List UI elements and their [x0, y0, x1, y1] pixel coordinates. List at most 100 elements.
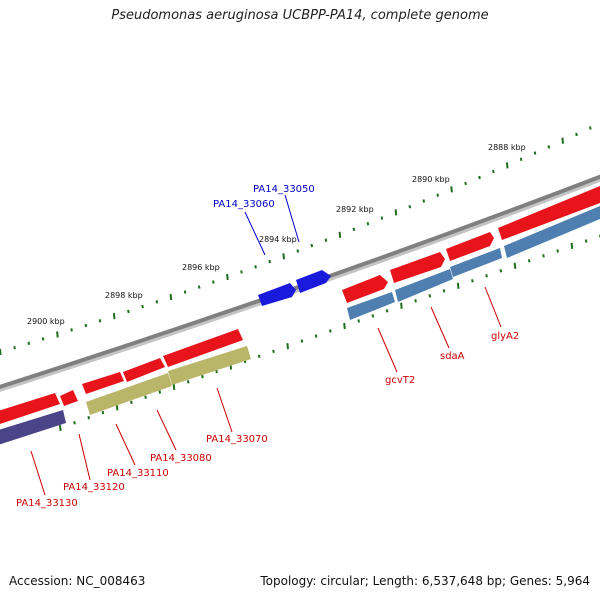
inner-tick: [286, 343, 289, 350]
outer-tick: [282, 253, 285, 260]
inner-ruler-ticks: [59, 234, 600, 432]
label-PA14_33130[interactable]: PA14_33130: [16, 498, 78, 509]
inner-tick: [442, 289, 446, 293]
outer-tick: [254, 265, 257, 269]
gene-PA14_33060[interactable]: [258, 283, 296, 306]
inner-tick: [343, 322, 346, 330]
outer-tick: [589, 126, 592, 130]
inner-tick: [101, 410, 105, 415]
outer-tick: [155, 300, 159, 304]
inner-tick: [357, 319, 360, 323]
label-sdaA[interactable]: sdaA: [440, 351, 465, 362]
gene-PA14_33080[interactable]: [123, 358, 165, 382]
inner-tick: [371, 314, 375, 318]
inner-tick: [584, 239, 588, 243]
inner-tick: [87, 416, 90, 420]
leader-PA14_33120: [78, 433, 91, 481]
inner-tick: [527, 259, 531, 263]
ruler-label-2892: 2892 kbp: [336, 205, 374, 214]
outer-tick: [98, 319, 102, 323]
outer-tick: [366, 222, 370, 226]
outer-tick: [27, 341, 31, 345]
outer-tick: [0, 348, 2, 356]
leader-PA14_33110: [115, 423, 136, 466]
inner-tick: [158, 390, 162, 394]
gene-gcvT2[interactable]: [347, 292, 395, 320]
label-PA14_33120[interactable]: PA14_33120: [63, 482, 125, 493]
inner-tick: [570, 242, 574, 249]
outer-tick: [70, 328, 73, 332]
inner-tick: [130, 400, 133, 404]
gene-PA14_33110[interactable]: [82, 372, 124, 394]
inner-tick: [428, 294, 432, 298]
outer-tick: [394, 209, 398, 216]
label-PA14_33110[interactable]: PA14_33110: [107, 468, 169, 479]
inner-tick: [329, 329, 332, 333]
gene-PA14_33070[interactable]: [163, 329, 243, 367]
leader-sdaA: [430, 306, 450, 349]
gene-olive-2[interactable]: [86, 373, 172, 415]
label-gcvT2[interactable]: gcvT2: [385, 375, 415, 386]
outer-tick: [84, 323, 88, 328]
inner-tick: [201, 375, 204, 379]
ruler-label-2896: 2896 kbp: [182, 263, 220, 272]
inner-tick: [314, 334, 318, 338]
accession-text: Accession: NC_008463: [9, 574, 146, 588]
leader-PA14_33060: [244, 211, 266, 256]
inner-tick: [414, 299, 417, 303]
outer-tick: [183, 290, 187, 294]
gene-red-3[interactable]: [446, 232, 494, 261]
inner-tick: [144, 395, 147, 399]
gene-red-2[interactable]: [390, 252, 445, 283]
gene-olive-1[interactable]: [168, 346, 251, 385]
topology-text: Topology: circular; Length: 6,537,648 bp…: [260, 574, 590, 588]
label-glyA2[interactable]: glyA2: [491, 331, 519, 342]
inner-tick: [272, 349, 275, 353]
label-PA14_33080[interactable]: PA14_33080: [150, 453, 212, 464]
inner-tick: [215, 369, 218, 374]
gene-red-1[interactable]: [342, 275, 388, 303]
outer-tick: [212, 280, 215, 284]
inner-tick: [172, 383, 176, 390]
gene-glyA2[interactable]: [450, 248, 502, 277]
leader-PA14_33050: [284, 194, 300, 243]
outer-tick: [268, 259, 271, 264]
gene-red-4[interactable]: [498, 186, 600, 240]
outer-tick: [41, 337, 45, 341]
outer-tick: [352, 227, 356, 231]
outer-tick: [505, 162, 509, 169]
outer-tick: [240, 270, 243, 274]
outer-tick: [380, 216, 384, 220]
ruler-label-2888: 2888 kbp: [488, 143, 526, 152]
outer-tick: [56, 331, 59, 338]
outer-tick: [324, 238, 328, 242]
gene-purple[interactable]: [0, 410, 66, 446]
gene-PA14_33130[interactable]: [0, 393, 60, 424]
inner-tick: [186, 380, 190, 384]
inner-tick: [300, 339, 304, 343]
inner-tick: [59, 424, 62, 432]
label-PA14_33050[interactable]: PA14_33050: [253, 184, 315, 195]
gene-labels: PA14_33050 PA14_33060 PA14_33070 PA14_33…: [16, 184, 519, 509]
gene-features: [0, 186, 600, 446]
leader-glyA2: [484, 286, 502, 328]
outer-tick: [226, 273, 229, 281]
outer-tick: [561, 137, 564, 144]
ruler-label-2898: 2898 kbp: [105, 291, 143, 300]
inner-tick: [471, 279, 474, 283]
outer-tick: [464, 181, 467, 186]
outer-ruler-ticks: [0, 126, 592, 356]
gene-PA14_33120[interactable]: [60, 390, 78, 406]
inner-tick: [485, 274, 488, 278]
outer-tick: [112, 313, 116, 320]
inner-tick: [513, 262, 517, 269]
gene-PA14_33050[interactable]: [296, 270, 331, 293]
label-PA14_33060[interactable]: PA14_33060: [213, 199, 275, 210]
gene-sdaA[interactable]: [395, 269, 453, 302]
label-PA14_33070[interactable]: PA14_33070: [206, 434, 268, 445]
leader-PA14_33130: [30, 450, 46, 496]
inner-tick: [556, 249, 559, 253]
outer-tick: [450, 186, 453, 193]
leader-PA14_33070: [216, 387, 233, 433]
gene-steel-4[interactable]: [504, 206, 600, 258]
